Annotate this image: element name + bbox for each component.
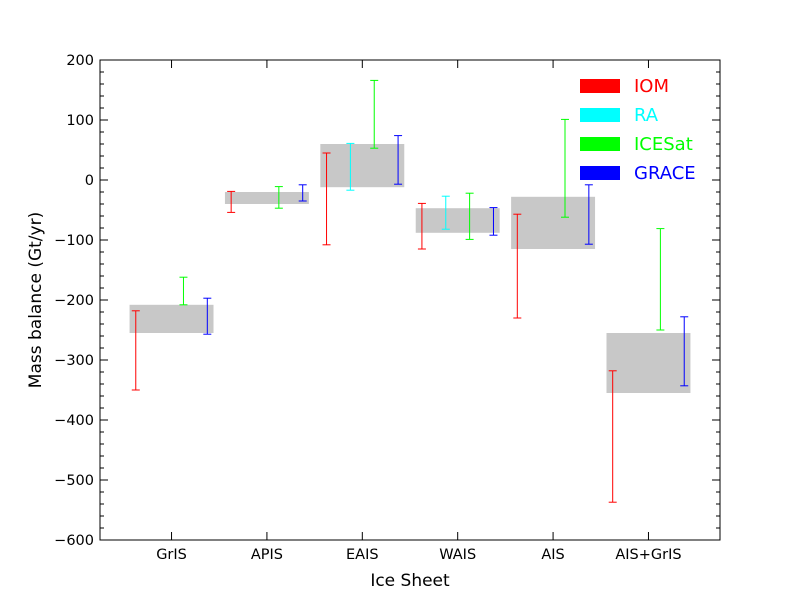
legend-swatch-iom [580, 79, 620, 93]
x-tick-label: APIS [251, 547, 283, 563]
legend-label-iom: IOM [634, 76, 669, 97]
errorbar-grace-apis [298, 184, 307, 202]
x-axis-label: Ice Sheet [370, 571, 450, 591]
errorbar-iom-ais-gris [608, 370, 617, 503]
legend-swatch-icesat [580, 137, 620, 151]
y-axis-label: Mass balance (Gt/yr) [26, 212, 46, 388]
y-tick-label: −200 [54, 293, 94, 309]
x-tick-label: GrIS [156, 547, 187, 563]
legend-label-icesat: ICESat [634, 134, 693, 155]
errorbar-grace-wais [489, 207, 498, 236]
axis-ticks: 200 100 0 −100 −200 −300 −400 −500 −600 GrIS APIS E… [54, 53, 720, 563]
errorbar-iom-gris [131, 310, 140, 391]
errorbar-icesat-wais [465, 192, 474, 240]
error-bars [131, 79, 689, 503]
range-bar-gris [129, 304, 214, 333]
range-bar-wais [415, 208, 500, 233]
errorbar-icesat-eais [370, 79, 379, 149]
errorbar-iom-wais [417, 202, 426, 250]
x-tick-label: AIS+GrIS [615, 547, 681, 563]
errorbar-grace-eais [394, 135, 403, 185]
y-tick-label: −600 [54, 533, 94, 549]
legend-label-ra: RA [634, 105, 659, 126]
x-tick-label: EAIS [346, 547, 379, 563]
range-bar-ais [511, 196, 596, 249]
errorbar-grace-ais-gris [680, 316, 689, 387]
legend: IOM RA ICESat GRACE [580, 76, 696, 184]
errorbar-grace-gris [203, 297, 212, 335]
errorbar-iom-ais [513, 213, 522, 319]
y-tick-label: 200 [66, 53, 94, 69]
legend-swatch-grace [580, 166, 620, 180]
errorbar-ra-wais [441, 195, 450, 230]
x-tick-label: WAIS [439, 547, 476, 563]
y-tick-label: −500 [54, 473, 94, 489]
errorbar-icesat-apis [274, 186, 283, 209]
errorbar-iom-eais [322, 152, 331, 246]
range-bar-ais-gris [606, 333, 691, 393]
x-tick-label: AIS [541, 547, 564, 563]
range-bar-apis [224, 192, 309, 204]
legend-swatch-ra [580, 108, 620, 122]
y-tick-label: −100 [54, 233, 94, 249]
errorbar-iom-apis [227, 190, 236, 213]
errorbar-grace-ais [584, 184, 593, 245]
reconciled-range-bars [129, 144, 691, 393]
errorbar-icesat-ais [561, 118, 569, 218]
errorbar-ra-eais [346, 142, 355, 191]
errorbar-icesat-gris [179, 276, 188, 306]
y-tick-label: 100 [66, 113, 94, 129]
y-tick-label: 0 [85, 173, 94, 189]
range-bar-eais [320, 144, 405, 188]
plot-frame [99, 59, 721, 541]
legend-label-grace: GRACE [634, 163, 696, 184]
errorbar-icesat-ais-gris [656, 228, 665, 331]
y-tick-label: −400 [54, 413, 94, 429]
y-tick-label: −300 [54, 353, 94, 369]
